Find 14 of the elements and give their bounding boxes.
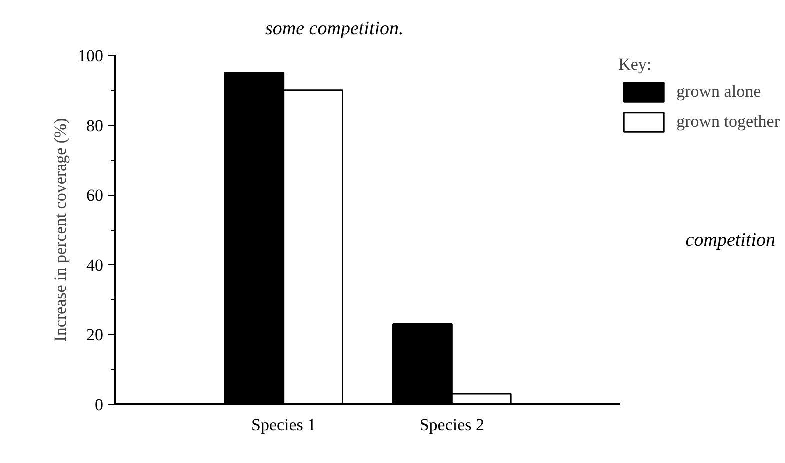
y-tick-label: 20 [86,326,104,345]
x-tick-label: Species 1 [251,416,316,434]
y-tick-label: 60 [86,186,104,206]
legend-title: Key: [618,55,653,75]
x-tick-label: Species 2 [420,416,485,434]
y-tick-label: 0 [95,396,104,414]
y-tick-label: 100 [78,46,104,66]
legend-label: grown alone [676,82,762,102]
legend-label: grown together [676,112,780,132]
y-tick-label: 80 [86,116,104,136]
y-tick-label: 40 [86,256,104,275]
text: competition [686,230,776,251]
text: some competition. [266,18,404,40]
y-axis-title: Increase in percent coverage (%) [51,118,70,342]
